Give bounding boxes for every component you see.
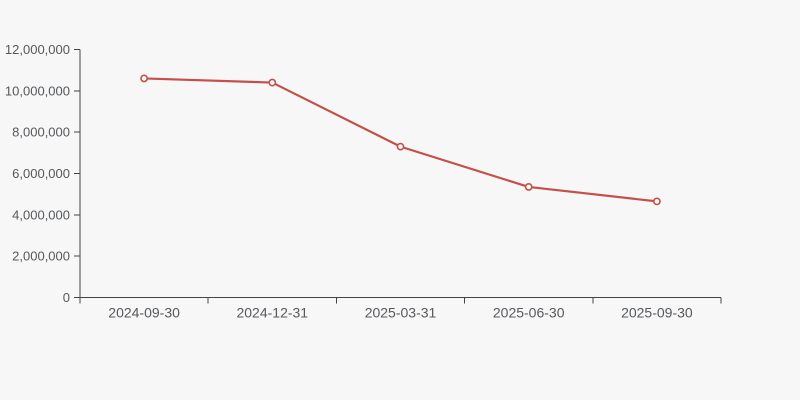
y-axis-tick-label: 12,000,000 [5, 42, 70, 57]
x-axis-label: 2024-12-31 [236, 305, 308, 321]
x-axis-label: 2025-03-31 [365, 305, 437, 321]
data-point[interactable] [524, 183, 533, 191]
y-axis-tick-label: 2,000,000 [12, 249, 70, 264]
x-axis-label: 2024-09-30 [108, 305, 180, 321]
data-point[interactable] [140, 74, 148, 83]
y-axis-tick-label: 10,000,000 [5, 83, 70, 98]
data-point[interactable] [653, 197, 661, 206]
y-axis-tick-label: 6,000,000 [12, 166, 70, 181]
data-point[interactable] [396, 142, 405, 151]
series-line [143, 77, 659, 203]
data-point[interactable] [268, 78, 277, 87]
x-axis-label: 2025-09-30 [621, 305, 693, 321]
y-axis-tick-label: 0 [63, 290, 70, 305]
y-axis-tick-label: 4,000,000 [12, 207, 70, 222]
y-axis-tick-label: 8,000,000 [12, 125, 70, 140]
x-axis-label: 2025-06-30 [493, 305, 565, 321]
